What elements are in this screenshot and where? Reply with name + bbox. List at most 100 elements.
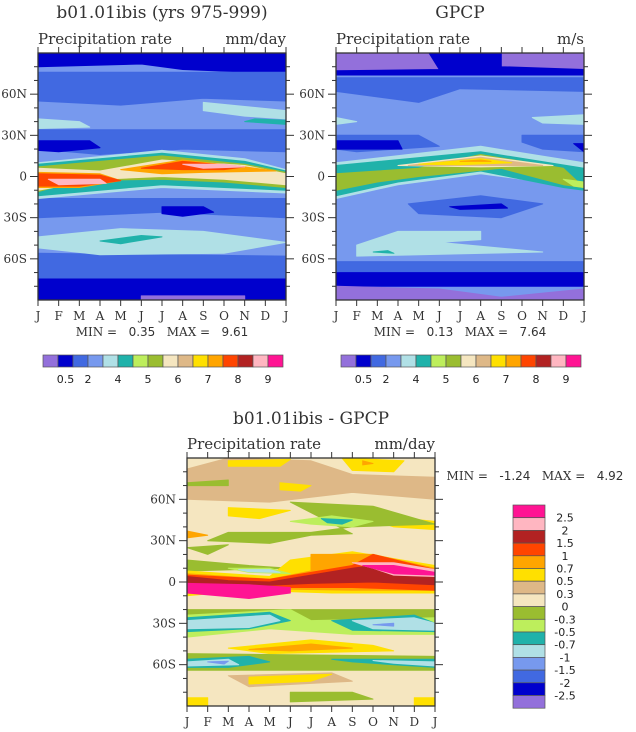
colorbar-label: 6 [473,373,480,386]
units-label: mm/day [374,435,435,453]
contour-band [187,530,209,539]
contour-band [449,203,508,210]
contour-band [187,544,229,555]
colorbar-swatch [512,517,546,531]
colorbar-swatch [512,593,546,607]
y-tick-label: 30S [4,211,28,225]
x-tick-label: J [286,715,293,729]
x-tick-label: A [95,309,105,323]
contour-band [161,206,215,217]
colorbar-swatch [355,354,372,368]
y-tick-label: 60N [299,87,325,101]
colorbar-label: 2 [562,524,569,537]
colorbar-swatch [565,354,582,368]
min-max-summary: MIN = 0.13 MAX = 7.64 [374,325,547,339]
contour-band [336,140,403,150]
min-max-summary: MIN = -1.24 MAX = 4.92 [447,469,624,483]
contour-band [187,614,281,630]
y-tick-label: 60S [153,658,177,672]
colorbar-label: -1.5 [554,664,575,677]
x-tick-label: M [264,715,276,729]
colorbar-swatch [512,504,546,519]
y-tick-label: 30N [150,534,176,548]
colorbar-swatch [550,354,567,368]
colorbar-label: 0.5 [556,575,574,588]
chart-title: b01.01ibis (yrs 975-999) [56,3,267,23]
x-tick-label: F [55,309,63,323]
colorbar-swatch [192,354,209,368]
colorbar-swatch [445,354,462,368]
contour-band [413,697,435,706]
y-tick-label: 60S [302,252,326,266]
contour-band [38,140,101,153]
contour-band [531,114,584,125]
min-label: MIN = [76,325,117,339]
left-label: Precipitation rate [187,435,321,453]
colorbar-swatch [400,354,417,368]
colorbar-label: 8 [235,373,242,386]
colorbar-label: -2.5 [554,690,575,703]
x-tick-label: A [475,309,485,323]
x-tick-label: D [261,309,271,323]
colorbar-swatch [87,354,104,368]
x-tick-label: D [410,715,420,729]
contour-band [372,622,395,627]
colorbar-label: 6 [175,373,182,386]
contour-band [341,458,405,473]
colorbar-swatch [512,695,546,709]
colorbar-swatch [490,354,507,368]
y-tick-label: 30N [299,128,325,142]
max-value: 4.92 [585,469,623,483]
contour-band [336,272,584,287]
x-tick-label: F [204,715,212,729]
colorbar-label: 4 [115,373,122,386]
contour-band [362,565,435,576]
left-label: Precipitation rate [38,30,172,48]
contour-band [99,235,163,245]
contour-band [227,458,291,467]
contour-band [38,252,286,279]
x-tick-label: J [183,715,190,729]
colorbar-swatch [505,354,522,368]
x-tick-label: N [537,309,548,323]
colorbar-swatch [340,354,357,368]
colorbar-label: 5 [145,373,152,386]
min-value: 0.13 [415,325,453,339]
units-label: mm/day [225,30,286,48]
contour-band [573,143,584,153]
colorbar-label: 2 [85,373,92,386]
colorbar-swatch [520,354,537,368]
y-tick-label: 0 [168,575,176,589]
colorbar-label: 0 [562,601,569,614]
colorbar-swatch [177,354,194,368]
x-tick-label: J [580,309,587,323]
colorbar-label: -0.7 [554,639,575,652]
min-label: MIN = [374,325,415,339]
colorbar-swatch [430,354,447,368]
colorbar-swatch [512,682,546,696]
colorbar-swatch [535,354,552,368]
x-tick-label: D [559,309,569,323]
max-label: MAX = [530,469,585,483]
contour-band [356,230,544,257]
max-value: 9.61 [210,325,248,339]
chart-title: b01.01ibis - GPCP [233,409,389,429]
contour-band [372,250,395,254]
colorbar-swatch [475,354,492,368]
contour-field [187,458,435,706]
colorbar-label: 9 [563,373,570,386]
x-tick-label: M [73,309,85,323]
colorbar-swatch [57,354,74,368]
x-tick-label: J [456,309,463,323]
x-tick-label: S [348,715,356,729]
colorbar-label: 2.5 [556,512,574,525]
contour-band [336,261,584,274]
colorbar-label: -0.3 [554,613,575,626]
colorbar-swatch [147,354,164,368]
contour-field [336,53,584,300]
contour-band [38,118,91,129]
colorbar-label: 4 [413,373,420,386]
contour-band [187,697,209,706]
x-tick-label: J [34,309,41,323]
